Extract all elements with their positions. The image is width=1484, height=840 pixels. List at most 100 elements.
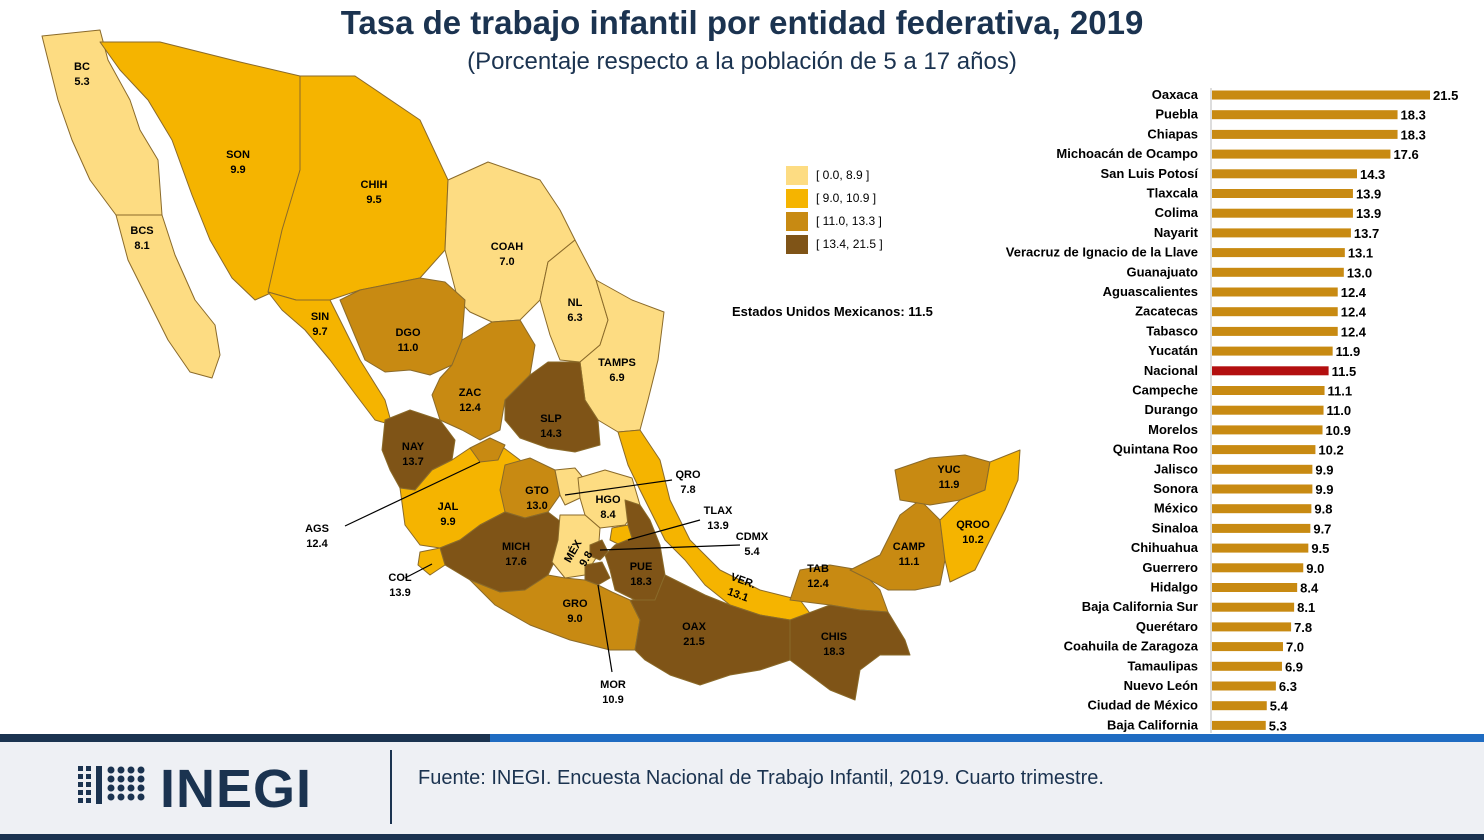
bar-category-label: Colima: [1155, 205, 1199, 220]
bar-value-label: 5.3: [1269, 718, 1287, 733]
state-value-label: 11.1: [899, 556, 920, 568]
state-value-label: 9.9: [230, 164, 245, 176]
state-abbr-label: TLAX: [704, 505, 733, 517]
bar: [1212, 208, 1353, 218]
bar: [1212, 504, 1312, 514]
state-value-label: 6.3: [567, 312, 582, 324]
leader-mor: [597, 584, 613, 673]
bar-value-label: 11.1: [1328, 384, 1353, 399]
state-abbr-label: SLP: [540, 413, 561, 425]
bar-value-label: 13.9: [1356, 206, 1381, 221]
bar-value-label: 7.0: [1286, 640, 1304, 655]
state-region: [469, 574, 641, 651]
state-abbr-label: YUC: [937, 464, 960, 476]
state-abbr-label: OAX: [682, 621, 707, 633]
state-value-label: 17.6: [505, 556, 526, 568]
state-value-label: 13.9: [707, 520, 728, 532]
legend-swatch: [786, 189, 808, 208]
bar-value-label: 12.4: [1341, 285, 1367, 300]
state-abbr-label: CHIH: [361, 179, 388, 191]
bar-value-label: 8.1: [1297, 600, 1315, 615]
state-abbr-label: AGS: [305, 523, 329, 535]
bar-value-label: 6.3: [1279, 679, 1297, 694]
bar-category-label: Sonora: [1153, 481, 1199, 496]
state-abbr-label: CAMP: [893, 541, 925, 553]
state-region: [589, 539, 609, 561]
state-value-label: 8.1: [134, 240, 149, 252]
bar: [1212, 701, 1267, 711]
bar-category-label: Guanajuato: [1126, 264, 1198, 279]
state-value-label: 13.0: [526, 500, 547, 512]
legend-label: [ 11.0, 13.3 ]: [816, 214, 882, 228]
source-note: Fuente: INEGI. Encuesta Nacional de Trab…: [418, 767, 1104, 789]
bar-value-label: 9.8: [1314, 502, 1332, 517]
bar-category-label: Morelos: [1148, 422, 1198, 437]
bar-value-label: 12.4: [1341, 324, 1367, 339]
bar-value-label: 7.8: [1294, 620, 1312, 635]
leader-col: [404, 563, 433, 579]
national-average-note: Estados Unidos Mexicanos: 11.5: [732, 304, 933, 319]
bar: [1212, 169, 1357, 179]
bar: [1212, 267, 1344, 277]
state-abbr-label: GTO: [525, 485, 549, 497]
state-region: [431, 319, 536, 441]
state-abbr-label: SON: [226, 149, 250, 161]
bar: [1212, 189, 1353, 198]
legend-swatch: [786, 235, 808, 254]
bar-value-label: 11.0: [1327, 403, 1352, 418]
state-abbr-label: MICH: [502, 541, 530, 553]
state-value-label: 9.9: [440, 516, 455, 528]
bar-category-label: Michoacán de Ocampo: [1056, 146, 1198, 161]
bar-category-label: Nuevo León: [1124, 678, 1198, 693]
state-abbr-label: MOR: [600, 679, 626, 691]
legend-label: [ 0.0, 8.9 ]: [816, 168, 870, 182]
bar-value-label: 13.7: [1354, 226, 1379, 241]
bar: [1212, 720, 1266, 730]
bar: [1212, 583, 1298, 592]
bar: [1212, 386, 1325, 395]
bar-category-label: México: [1154, 501, 1198, 516]
legend-swatch: [786, 212, 808, 231]
leader-ags: [344, 461, 481, 527]
bar: [1212, 425, 1323, 435]
bar-category-label: Tamaulipas: [1127, 658, 1198, 673]
state-region: [584, 561, 611, 586]
bar: [1212, 326, 1338, 336]
state-abbr-label: ZAC: [459, 387, 482, 399]
bar-chart: Oaxaca 21.5 Puebla 18.3 Chiapas 18.3 Michoacán…: [1006, 87, 1459, 733]
bar-value-label: 11.9: [1336, 344, 1361, 359]
state-abbr-label: NL: [568, 297, 583, 309]
bar-value-label: 11.5: [1332, 364, 1357, 379]
state-region: [115, 214, 221, 379]
bar-category-label: Guerrero: [1142, 560, 1198, 575]
state-value-label: 6.9: [609, 372, 624, 384]
bar: [1212, 642, 1283, 652]
bar: [1212, 248, 1345, 258]
bar-category-label: San Luis Potosí: [1100, 166, 1198, 181]
footer-stripe-blue: [490, 734, 1484, 742]
bar-value-label: 12.4: [1341, 305, 1367, 320]
state-value-label: 9.5: [366, 194, 381, 206]
inegi-logo-text: INEGI: [160, 759, 313, 819]
bar-category-label: Nayarit: [1154, 225, 1199, 240]
state-value-label: 12.4: [306, 538, 328, 550]
leader-tlax: [627, 519, 701, 541]
bar-category-label: Coahuila de Zaragoza: [1064, 639, 1199, 654]
state-value-label: 8.4: [600, 509, 616, 521]
bar: [1212, 110, 1398, 120]
bar: [1212, 661, 1282, 671]
bar: [1212, 287, 1338, 297]
bar-value-label: 17.6: [1393, 147, 1418, 162]
state-abbr-label: CHIS: [821, 631, 847, 643]
state-region: [577, 469, 641, 529]
bar-value-label: 13.1: [1348, 246, 1373, 261]
state-abbr-label: COAH: [491, 241, 523, 253]
inegi-logo-icon: [78, 766, 145, 804]
bar: [1212, 405, 1324, 415]
bar-category-label: Querétaro: [1136, 619, 1198, 634]
bar-value-label: 6.9: [1285, 659, 1303, 674]
bar-category-label: Quintana Roo: [1113, 442, 1198, 457]
bar: [1212, 445, 1316, 455]
state-value-label: 13.9: [389, 587, 410, 599]
bar: [1212, 622, 1292, 632]
